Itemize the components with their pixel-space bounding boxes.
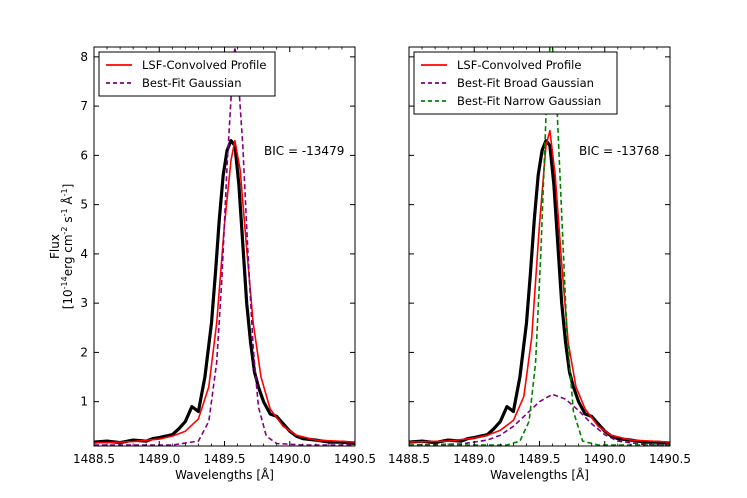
right-xtick-label: 1488.5 [388, 452, 430, 466]
left-xtick-label: 1490.0 [269, 452, 311, 466]
left-plot-lines [94, 47, 355, 446]
left-legend-box [98, 51, 276, 97]
series-line-observed-flux [94, 139, 355, 446]
series-line-best-fit-broad-gaussian [409, 393, 670, 446]
left-legend-label-lsf: LSF-Convolved Profile [142, 58, 266, 72]
right-xtick-label: 1489.0 [453, 452, 495, 466]
left-ytick-label: 8 [80, 50, 88, 64]
left-ytick-label: 4 [80, 247, 88, 261]
y-axis-label-units: [10-14erg cm-2 s-1 Å-1] [60, 184, 75, 310]
right-legend-label-narrow: Best-Fit Narrow Gaussian [457, 94, 601, 108]
right-legend-label-broad: Best-Fit Broad Gaussian [457, 76, 594, 90]
left-ytick-label: 3 [80, 296, 88, 310]
right-xtick-label: 1489.5 [519, 452, 561, 466]
left-xtick-label: 1488.5 [73, 452, 115, 466]
right-bic-annotation: BIC = -13768 [579, 144, 659, 158]
right-plot-lines [409, 47, 670, 446]
left-ytick-label: 6 [80, 148, 88, 162]
left-axes-frame [93, 46, 356, 447]
right-ticks [408, 47, 671, 446]
left-ticks [93, 47, 356, 446]
left-ytick-label: 1 [80, 395, 88, 409]
left-ytick-label: 7 [80, 99, 88, 113]
right-xtick-label: 1490.5 [649, 452, 691, 466]
right-legend-box [413, 51, 618, 115]
left-panel: 1488.5 1489.0 1489.5 1490.0 1490.5 1 2 3… [73, 46, 376, 482]
y-axis-label-flux: Flux [48, 234, 62, 259]
right-legend: LSF-Convolved Profile Best-Fit Broad Gau… [413, 51, 618, 115]
left-legend: LSF-Convolved Profile Best-Fit Gaussian [98, 51, 276, 97]
left-ytick-label: 2 [80, 345, 88, 359]
left-xtick-label: 1490.5 [334, 452, 376, 466]
left-xtick-label: 1489.5 [204, 452, 246, 466]
left-xtick-label: 1489.0 [138, 452, 180, 466]
y-axis-label: Flux [10-14erg cm-2 s-1 Å-1] [48, 184, 75, 310]
series-line-best-fit-gaussian [94, 47, 355, 446]
left-legend-label-gaussian: Best-Fit Gaussian [142, 76, 242, 90]
right-panel: 1488.5 1489.0 1489.5 1490.0 1490.5 Wavel… [388, 46, 691, 482]
series-line-observed-flux [409, 139, 670, 446]
right-legend-label-lsf: LSF-Convolved Profile [457, 58, 581, 72]
left-bic-annotation: BIC = -13479 [264, 144, 344, 158]
series-line-best-fit-narrow-gaussian [409, 47, 670, 446]
right-xtick-label: 1490.0 [584, 452, 626, 466]
series-line-lsf-convolved-profile [94, 139, 355, 444]
left-ytick-label: 5 [80, 198, 88, 212]
series-line-lsf-convolved-profile [409, 129, 670, 443]
right-x-axis-label: Wavelengths [Å] [490, 467, 589, 482]
left-x-axis-label: Wavelengths [Å] [175, 467, 274, 482]
